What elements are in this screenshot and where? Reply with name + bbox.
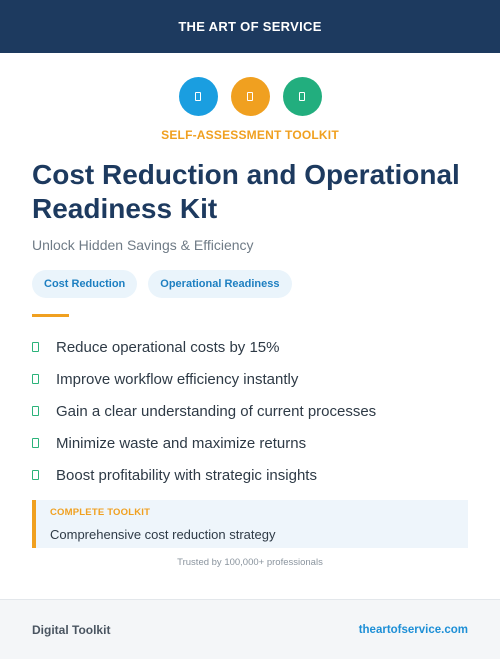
callout-text: Comprehensive cost reduction strategy — [50, 527, 276, 542]
tag-operational-readiness: Operational Readiness — [148, 270, 292, 298]
check-icon — [32, 406, 39, 416]
footer-label: Digital Toolkit — [32, 622, 111, 637]
eyebrow-label: SELF-ASSESSMENT TOOLKIT — [161, 128, 339, 142]
document-glyph-icon — [299, 92, 305, 101]
icon-row — [0, 77, 500, 116]
benefit-text: Improve workflow efficiency instantly — [56, 370, 299, 388]
header-bar: THE ART OF SERVICE — [0, 0, 500, 53]
benefit-text: Boost profitability with strategic insig… — [56, 466, 317, 484]
document-glyph-icon — [247, 92, 253, 101]
tag-cost-reduction: Cost Reduction — [32, 270, 138, 298]
accent-divider — [32, 314, 69, 317]
subtitle: Unlock Hidden Savings & Efficiency — [32, 237, 254, 253]
check-icon — [32, 438, 39, 448]
page-title: Cost Reduction and Operational Readiness… — [32, 159, 460, 224]
check-icon — [32, 470, 39, 480]
check-icon — [32, 374, 39, 384]
list-item: Gain a clear understanding of current pr… — [32, 395, 472, 427]
trust-note: Trusted by 100,000+ professionals — [177, 557, 323, 568]
toolkit-callout: COMPLETE TOOLKIT Comprehensive cost redu… — [32, 500, 468, 548]
benefit-text: Reduce operational costs by 15% — [56, 338, 280, 356]
callout-label: COMPLETE TOOLKIT — [50, 507, 151, 518]
brand-title: THE ART OF SERVICE — [178, 19, 322, 34]
footer: Digital Toolkit theartofservice.com — [0, 599, 500, 659]
benefit-list: Reduce operational costs by 15% Improve … — [32, 331, 472, 491]
list-item: Improve workflow efficiency instantly — [32, 363, 472, 395]
tag-list: Cost Reduction Operational Readiness — [32, 270, 292, 298]
benefit-text: Minimize waste and maximize returns — [56, 434, 307, 452]
document-icon-orange — [230, 77, 270, 116]
check-icon — [32, 342, 39, 352]
list-item: Boost profitability with strategic insig… — [32, 459, 472, 491]
document-glyph-icon — [195, 92, 201, 101]
benefit-text: Gain a clear understanding of current pr… — [56, 402, 377, 420]
list-item: Reduce operational costs by 15% — [32, 331, 472, 363]
document-icon-green — [282, 77, 322, 116]
document-icon-blue — [178, 77, 218, 116]
website-link[interactable]: theartofservice.com — [358, 623, 468, 636]
list-item: Minimize waste and maximize returns — [32, 427, 472, 459]
